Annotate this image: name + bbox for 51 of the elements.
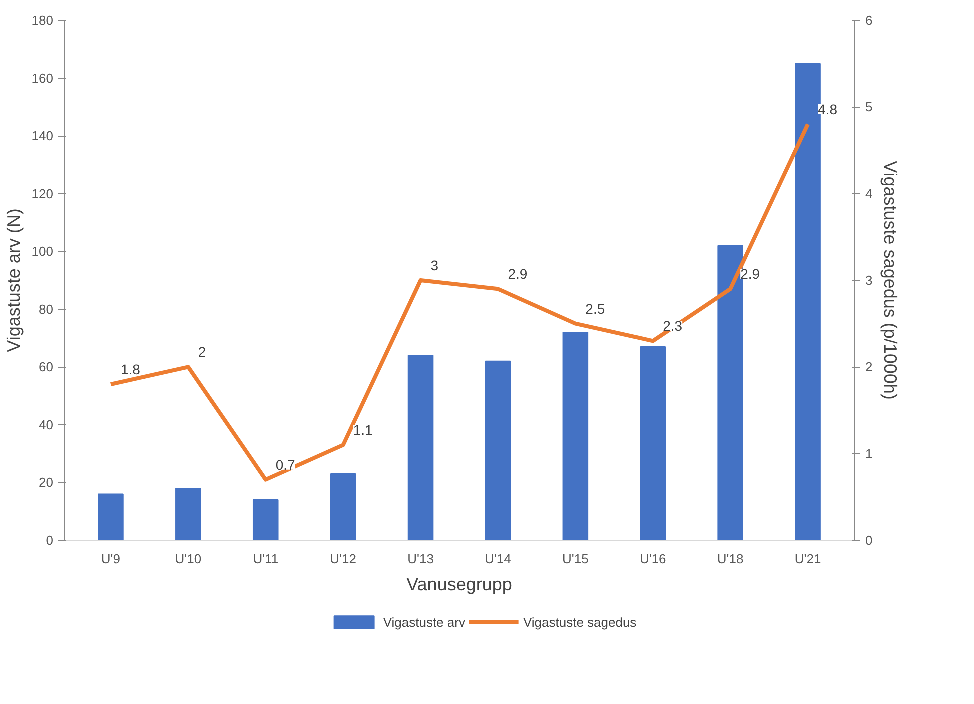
y2-tick-label: 6 <box>866 13 873 28</box>
data-label: 2.9 <box>740 266 760 282</box>
y2-tick-label: 5 <box>866 100 873 115</box>
y-tick-label: 160 <box>32 70 54 86</box>
x-tick-label: U'16 <box>640 552 666 566</box>
x-tick-label: U'18 <box>717 552 744 566</box>
data-label: 2.9 <box>508 266 528 282</box>
x-tick-label: U'13 <box>408 552 434 566</box>
y-tick-label: 140 <box>32 128 54 144</box>
y-axis-title: Vigastuste arv (N) <box>4 208 24 352</box>
y2-tick-label: 1 <box>866 446 873 462</box>
y-tick-label: 60 <box>39 360 54 375</box>
line-series <box>108 122 810 482</box>
bar <box>330 474 356 540</box>
data-label: 2.5 <box>586 300 606 317</box>
bar <box>176 488 202 540</box>
data-label: 3 <box>430 258 439 274</box>
y2-tick-label: 2 <box>866 360 873 375</box>
y2-tick-label: 4 <box>866 186 873 202</box>
data-label: 2.3 <box>663 318 683 334</box>
bar <box>98 494 124 540</box>
y-tick-label: 80 <box>39 302 54 317</box>
data-label: 2 <box>198 344 206 360</box>
data-label: 1.8 <box>120 362 141 378</box>
y2-tick-label: 0 <box>866 533 873 548</box>
bar <box>408 355 434 540</box>
x-tick-label: U'11 <box>253 552 279 566</box>
bar <box>485 360 512 540</box>
y2-axis-title: Vigastuste sagedus (p/1000h) <box>880 161 901 400</box>
x-tick-label: U'21 <box>794 552 822 566</box>
bar <box>252 500 279 540</box>
x-tick-label: U'15 <box>562 552 589 566</box>
x-tick-label: U'14 <box>485 552 512 566</box>
y-tick-label: 100 <box>32 244 54 260</box>
y-tick-label: 120 <box>32 186 54 202</box>
x-tick-label: U'12 <box>330 552 356 566</box>
x-tick-label: U'9 <box>101 552 121 566</box>
bar <box>562 332 589 540</box>
x-tick-label: U'10 <box>175 552 202 566</box>
y-tick-label: 0 <box>46 533 54 548</box>
y-tick-label: 40 <box>39 417 54 432</box>
data-label: 0.7 <box>276 456 296 473</box>
y-tick-label: 180 <box>32 13 54 28</box>
bar <box>640 346 666 540</box>
x-axis-title: Vanusegrupp <box>406 574 512 594</box>
y-tick-label: 20 <box>39 475 54 490</box>
legend-label: Vigastuste sagedus <box>523 614 637 630</box>
legend-label: Vigastuste arv <box>383 614 466 630</box>
y2-tick-label: 3 <box>866 273 873 288</box>
data-label: 4.8 <box>818 102 838 118</box>
data-label: 1.1 <box>353 422 373 438</box>
